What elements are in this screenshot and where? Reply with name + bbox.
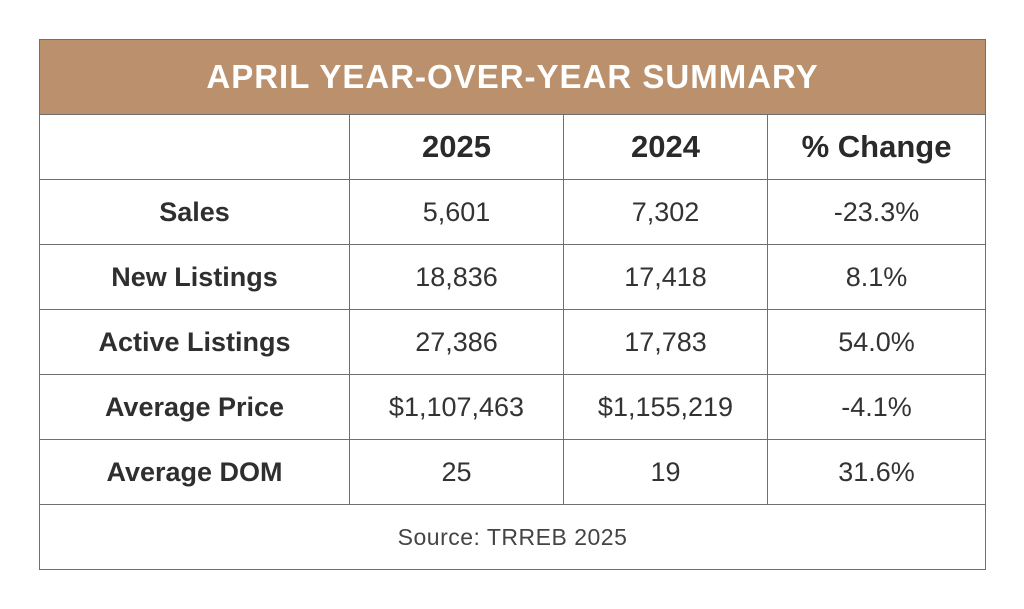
column-header-2025: 2025 — [349, 114, 564, 180]
row-label: Sales — [39, 179, 350, 245]
header-row: 2025 2024 % Change — [39, 114, 987, 180]
value-change: 8.1% — [766, 244, 987, 310]
table-row: Sales 5,601 7,302 -23.3% — [39, 179, 987, 245]
row-label: Average Price — [39, 374, 350, 440]
table-row: Active Listings 27,386 17,783 54.0% — [39, 309, 987, 375]
value-2024: 7,302 — [563, 179, 768, 245]
column-header-2024: 2024 — [563, 114, 768, 180]
value-2024: $1,155,219 — [563, 374, 768, 440]
column-header-empty — [39, 114, 350, 180]
source-note: Source: TRREB 2025 — [38, 504, 987, 570]
value-change: 31.6% — [766, 439, 987, 505]
value-2025: 5,601 — [349, 179, 564, 245]
value-2025: 27,386 — [349, 309, 564, 375]
title-row: APRIL YEAR-OVER-YEAR SUMMARY — [38, 39, 987, 115]
table-title: APRIL YEAR-OVER-YEAR SUMMARY — [38, 39, 987, 115]
value-change: 54.0% — [766, 309, 987, 375]
column-header-change: % Change — [766, 114, 987, 180]
row-label: New Listings — [39, 244, 350, 310]
table-row: Average DOM 25 19 31.6% — [39, 439, 987, 505]
value-2024: 19 — [563, 439, 768, 505]
table-row: Average Price $1,107,463 $1,155,219 -4.1… — [39, 374, 987, 440]
row-label: Average DOM — [39, 439, 350, 505]
value-2024: 17,418 — [563, 244, 768, 310]
value-2025: 25 — [349, 439, 564, 505]
summary-table: APRIL YEAR-OVER-YEAR SUMMARY 2025 2024 %… — [38, 39, 987, 570]
table-row: New Listings 18,836 17,418 8.1% — [39, 244, 987, 310]
value-2024: 17,783 — [563, 309, 768, 375]
value-change: -23.3% — [766, 179, 987, 245]
value-change: -4.1% — [766, 374, 987, 440]
row-label: Active Listings — [39, 309, 350, 375]
value-2025: 18,836 — [349, 244, 564, 310]
value-2025: $1,107,463 — [349, 374, 564, 440]
source-row: Source: TRREB 2025 — [38, 504, 987, 570]
